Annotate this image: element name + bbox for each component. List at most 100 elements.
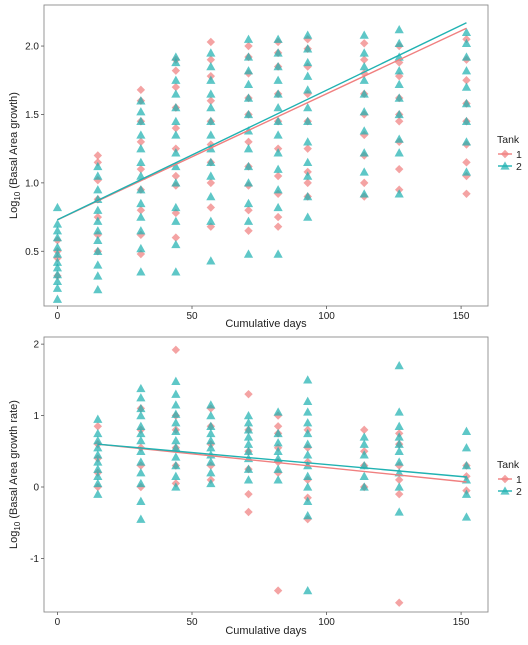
data-point-tank-2 — [206, 443, 216, 452]
data-point-tank-2 — [273, 202, 283, 212]
data-point-tank-2 — [243, 446, 254, 455]
data-point-tank-2 — [171, 52, 181, 61]
data-point-tank-2 — [243, 249, 254, 258]
data-point-tank-2 — [206, 216, 216, 225]
data-point-tank-2 — [206, 116, 216, 125]
data-point-tank-2 — [52, 226, 63, 235]
data-point-tank-1 — [462, 158, 471, 167]
data-point-tank-2 — [171, 400, 181, 409]
data-point-tank-2 — [394, 134, 404, 143]
data-point-tank-2 — [136, 428, 146, 438]
data-point-tank-2 — [359, 148, 369, 157]
data-point-tank-2 — [93, 235, 103, 245]
data-point-tank-2 — [394, 360, 404, 370]
data-point-tank-2 — [394, 148, 404, 157]
data-point-tank-2 — [394, 446, 404, 455]
legend-label-tank-1: 1 — [516, 474, 522, 486]
data-point-tank-2 — [273, 407, 283, 416]
data-point-tank-2 — [461, 167, 472, 176]
data-point-tank-2 — [136, 212, 146, 221]
legend-marker-tank-2 — [500, 486, 510, 495]
data-point-tank-2 — [303, 116, 313, 125]
data-point-tank-1 — [360, 55, 369, 64]
data-point-tank-2 — [243, 432, 254, 441]
data-point-tank-2 — [52, 249, 63, 258]
data-point-tank-1 — [206, 203, 216, 212]
data-point-tank-2 — [136, 468, 146, 477]
data-point-tank-1 — [395, 475, 404, 485]
y-tick-label: 1.5 — [25, 110, 39, 121]
data-point-tank-2 — [171, 89, 181, 98]
data-point-tank-2 — [171, 389, 181, 398]
data-point-tank-1 — [395, 489, 404, 499]
data-point-tank-2 — [206, 400, 216, 409]
data-point-tank-2 — [171, 178, 181, 187]
data-point-tank-2 — [273, 438, 283, 447]
data-point-tank-2 — [206, 89, 216, 98]
data-point-tank-2 — [394, 109, 404, 119]
data-point-tank-2 — [243, 109, 254, 119]
data-point-tank-2 — [136, 171, 146, 180]
data-point-tank-2 — [394, 457, 404, 466]
data-point-tank-2 — [303, 103, 313, 112]
data-point-tank-2 — [171, 426, 181, 435]
data-point-tank-2 — [136, 393, 146, 402]
data-point-tank-2 — [273, 464, 283, 473]
data-point-tank-2 — [206, 468, 216, 477]
data-point-tank-2 — [136, 457, 146, 466]
data-point-tank-1 — [303, 178, 312, 188]
data-point-tank-2 — [243, 198, 254, 208]
data-point-tank-2 — [171, 452, 181, 461]
y-tick-label: 0.5 — [25, 247, 39, 258]
data-point-tank-2 — [461, 426, 472, 435]
data-point-tank-1 — [171, 123, 181, 133]
data-point-tank-2 — [461, 38, 472, 47]
data-point-tank-1 — [171, 82, 181, 92]
data-point-tank-2 — [206, 61, 216, 71]
data-point-tank-2 — [273, 475, 283, 484]
data-point-tank-2 — [52, 242, 63, 251]
data-point-tank-2 — [359, 61, 369, 71]
data-point-tank-2 — [136, 96, 146, 105]
data-point-tank-2 — [206, 130, 216, 139]
data-point-tank-2 — [303, 71, 313, 80]
data-point-tank-1 — [244, 137, 253, 147]
data-point-tank-2 — [93, 284, 103, 294]
scatter-points — [52, 25, 472, 303]
y-tick-label: 2.0 — [25, 42, 39, 53]
data-point-tank-2 — [171, 460, 181, 470]
data-point-tank-2 — [136, 403, 146, 413]
data-point-tank-2 — [93, 185, 103, 194]
data-point-tank-2 — [136, 514, 146, 523]
data-point-tank-2 — [136, 144, 146, 153]
data-point-tank-2 — [273, 103, 283, 112]
data-point-tank-2 — [243, 161, 254, 171]
data-point-tank-2 — [243, 178, 254, 187]
legend-label-tank-2: 2 — [516, 161, 522, 173]
data-point-tank-2 — [206, 75, 216, 84]
data-point-tank-2 — [303, 191, 313, 201]
data-point-tank-2 — [52, 263, 63, 272]
data-point-tank-2 — [93, 246, 103, 255]
data-point-tank-1 — [206, 178, 216, 188]
data-point-tank-1 — [273, 586, 283, 595]
data-point-tank-2 — [303, 407, 313, 416]
data-point-tank-2 — [461, 82, 472, 91]
data-point-tank-2 — [206, 191, 216, 201]
data-point-tank-2 — [136, 421, 146, 430]
y-tick-label: -1 — [30, 554, 39, 565]
data-point-tank-2 — [243, 52, 254, 61]
data-point-tank-1 — [206, 222, 216, 231]
data-point-tank-1 — [244, 507, 253, 517]
data-point-tank-2 — [303, 428, 313, 438]
data-point-tank-2 — [171, 409, 181, 418]
data-point-tank-2 — [206, 171, 216, 180]
data-point-tank-2 — [171, 130, 181, 139]
data-point-tank-1 — [171, 233, 181, 242]
data-point-tank-1 — [360, 425, 369, 435]
data-point-tank-2 — [359, 439, 369, 448]
y-tick-label: 1.0 — [25, 178, 39, 189]
data-point-tank-2 — [273, 75, 283, 84]
data-point-tank-2 — [93, 271, 103, 280]
x-tick-label: 0 — [55, 617, 61, 628]
